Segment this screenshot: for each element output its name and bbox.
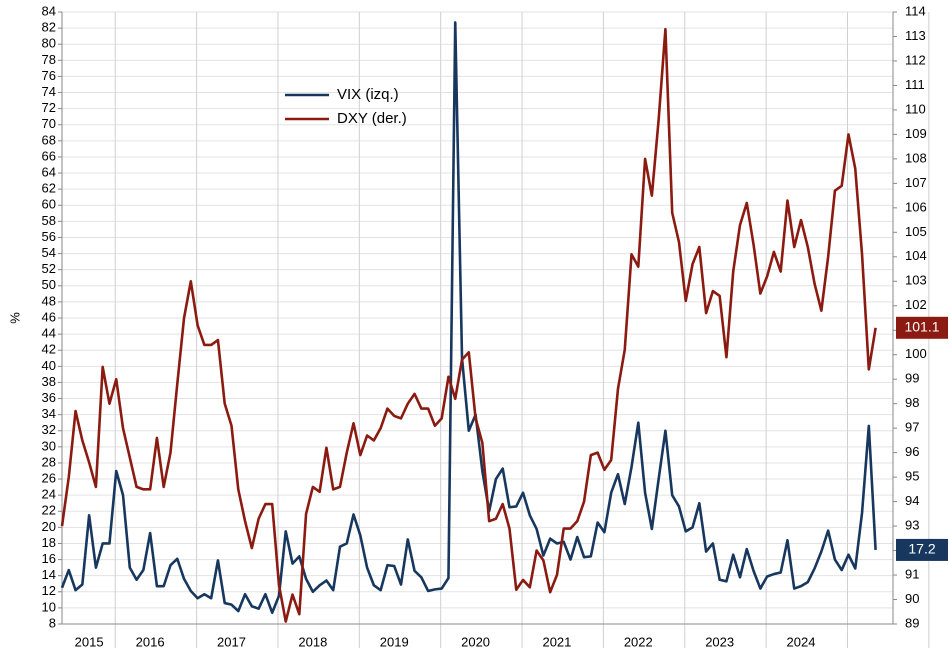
y-tick-label: 12 <box>42 583 56 598</box>
y2-tick-label: 93 <box>905 518 919 533</box>
x-tick-label: 2020 <box>461 634 490 649</box>
y2-tick-label: 109 <box>905 126 927 141</box>
y2-tick-label: 99 <box>905 371 919 386</box>
y2-tick-label: 102 <box>905 297 927 312</box>
y-tick-label: 80 <box>42 36 56 51</box>
y-tick-label: 20 <box>42 519 56 534</box>
y-tick-label: 76 <box>42 68 56 83</box>
x-tick-label: 2023 <box>705 634 734 649</box>
y-tick-label: 66 <box>42 148 56 163</box>
y2-tick-label: 106 <box>905 199 927 214</box>
y-tick-label: 72 <box>42 100 56 115</box>
end-label-box <box>896 316 948 339</box>
y2-tick-label: 90 <box>905 591 919 606</box>
y-tick-label: 36 <box>42 390 56 405</box>
y-tick-label: 74 <box>42 84 56 99</box>
y-axis-label: % <box>7 312 22 324</box>
x-tick-label: 2024 <box>787 634 816 649</box>
y-tick-label: 34 <box>42 406 56 421</box>
y-tick-label: 8 <box>49 615 56 630</box>
y2-tick-label: 91 <box>905 566 919 581</box>
y-tick-label: 18 <box>42 535 56 550</box>
y-tick-label: 38 <box>42 374 56 389</box>
y-tick-label: 10 <box>42 599 56 614</box>
series-line <box>60 27 877 623</box>
x-tick-label: 2018 <box>298 634 327 649</box>
y-tick-label: 14 <box>42 567 56 582</box>
y2-tick-label: 111 <box>905 77 925 92</box>
y2-tick-label: 105 <box>905 224 927 239</box>
y-tick-label: 68 <box>42 132 56 147</box>
y2-tick-label: 113 <box>905 28 926 43</box>
y2-tick-label: 112 <box>905 52 926 67</box>
x-tick-label: 2015 <box>75 634 104 649</box>
y2-tick-label: 98 <box>905 395 919 410</box>
end-label-box <box>896 538 948 561</box>
y-tick-label: 62 <box>42 181 56 196</box>
y2-tick-label: 94 <box>905 493 919 508</box>
x-tick-label: 2021 <box>542 634 571 649</box>
y2-tick-label: 96 <box>905 444 919 459</box>
y-tick-label: 54 <box>42 245 56 260</box>
y-tick-label: 70 <box>42 116 56 131</box>
end-label-text: 17.2 <box>908 541 935 557</box>
y-tick-label: 42 <box>42 342 56 357</box>
y-tick-label: 22 <box>42 503 56 518</box>
legend-label: DXY (der.) <box>337 110 407 127</box>
y-tick-label: 56 <box>42 229 56 244</box>
y2-tick-label: 100 <box>905 346 927 361</box>
y-tick-label: 58 <box>42 213 56 228</box>
y-tick-label: 44 <box>42 326 56 341</box>
y-tick-label: 52 <box>42 261 56 276</box>
y-tick-label: 60 <box>42 197 56 212</box>
end-label-text: 101.1 <box>904 318 939 334</box>
y2-tick-label: 107 <box>905 175 927 190</box>
y-tick-label: 84 <box>42 3 56 18</box>
x-tick-label: 2017 <box>217 634 246 649</box>
y2-tick-label: 103 <box>905 273 927 288</box>
y-tick-label: 82 <box>42 20 56 35</box>
y-tick-label: 40 <box>42 358 56 373</box>
y2-tick-label: 108 <box>905 150 927 165</box>
end-label: 101.1 <box>896 316 948 339</box>
y-tick-label: 48 <box>42 293 56 308</box>
y-tick-label: 26 <box>42 470 56 485</box>
x-tick-label: 2019 <box>380 634 409 649</box>
y-tick-label: 24 <box>42 487 56 502</box>
y2-tick-label: 110 <box>905 101 926 116</box>
y-tick-label: 28 <box>42 454 56 469</box>
y-tick-label: 46 <box>42 309 56 324</box>
y2-tick-label: 114 <box>905 3 926 18</box>
y-tick-label: 16 <box>42 551 56 566</box>
y2-tick-label: 97 <box>905 420 919 435</box>
legend-label: VIX (izq.) <box>337 86 399 103</box>
y-tick-label: 50 <box>42 277 56 292</box>
x-tick-label: 2016 <box>136 634 165 649</box>
y2-tick-label: 89 <box>905 615 919 630</box>
end-label: 17.2 <box>896 538 948 561</box>
series-line <box>60 21 877 615</box>
y2-tick-label: 95 <box>905 469 919 484</box>
y-tick-label: 64 <box>42 164 56 179</box>
x-tick-label: 2022 <box>624 634 653 649</box>
y-tick-label: 30 <box>42 438 56 453</box>
y-tick-label: 78 <box>42 52 56 67</box>
y2-tick-label: 104 <box>905 248 927 263</box>
y-tick-label: 32 <box>42 422 56 437</box>
